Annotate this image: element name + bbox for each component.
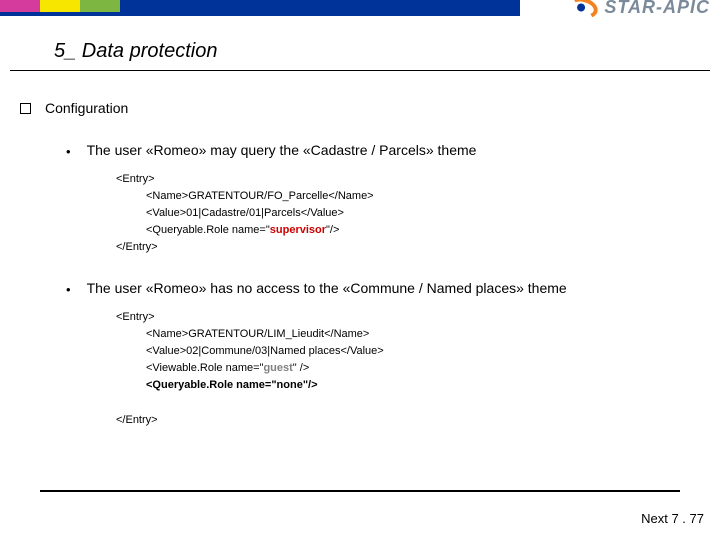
- code-line: <Queryable.Role name="supervisor"/>: [116, 222, 700, 239]
- title-divider: [10, 70, 710, 71]
- code-line: </Entry>: [116, 241, 158, 253]
- code-line: <Value>01|Cadastre/01|Parcels</Value>: [116, 205, 700, 222]
- item1-text: The user «Romeo» may query the «Cadastre…: [87, 142, 477, 158]
- slide-body: Configuration • The user «Romeo» may que…: [20, 100, 700, 453]
- code-block-1: <Entry> <Name>GRATENTOUR/FO_Parcelle</Na…: [116, 171, 700, 256]
- eye-icon: [566, 0, 600, 21]
- code-line: <Entry>: [116, 311, 155, 323]
- role-supervisor: supervisor: [270, 224, 326, 236]
- dot-bullet-icon: •: [66, 282, 71, 297]
- code-block-2: <Entry> <Name>GRATENTOUR/LIM_Lieudit</Na…: [116, 309, 700, 428]
- code-line: </Entry>: [116, 414, 158, 426]
- config-label: Configuration: [45, 100, 128, 116]
- dot-bullet-icon: •: [66, 144, 71, 159]
- brand-name: STAR-APIC: [604, 0, 710, 18]
- footer-text: Next 7 . 77: [641, 511, 704, 526]
- sub-bullet-2: • The user «Romeo» has no access to the …: [66, 280, 700, 297]
- footer-divider: [40, 490, 680, 492]
- role-guest: guest: [263, 362, 292, 374]
- square-bullet-icon: [20, 103, 31, 114]
- code-line: <Value>02|Commune/03|Named places</Value…: [116, 343, 700, 360]
- code-line: <Name>GRATENTOUR/FO_Parcelle</Name>: [116, 188, 700, 205]
- code-line: <Entry>: [116, 173, 155, 185]
- item2-text: The user «Romeo» has no access to the «C…: [87, 280, 567, 296]
- brand-logo: STAR-APIC: [568, 0, 710, 18]
- top-bullet: Configuration: [20, 100, 700, 116]
- header-underline: [0, 12, 520, 16]
- slide-title: 5_ Data protection: [54, 40, 217, 63]
- code-line: <Viewable.Role name="guest" />: [116, 360, 700, 377]
- code-line: <Name>GRATENTOUR/LIM_Lieudit</Name>: [116, 326, 700, 343]
- code-line: <Queryable.Role name="none"/>: [116, 377, 700, 394]
- sub-bullet-1: • The user «Romeo» may query the «Cadast…: [66, 142, 700, 159]
- header-bar: STAR-APIC: [0, 0, 720, 24]
